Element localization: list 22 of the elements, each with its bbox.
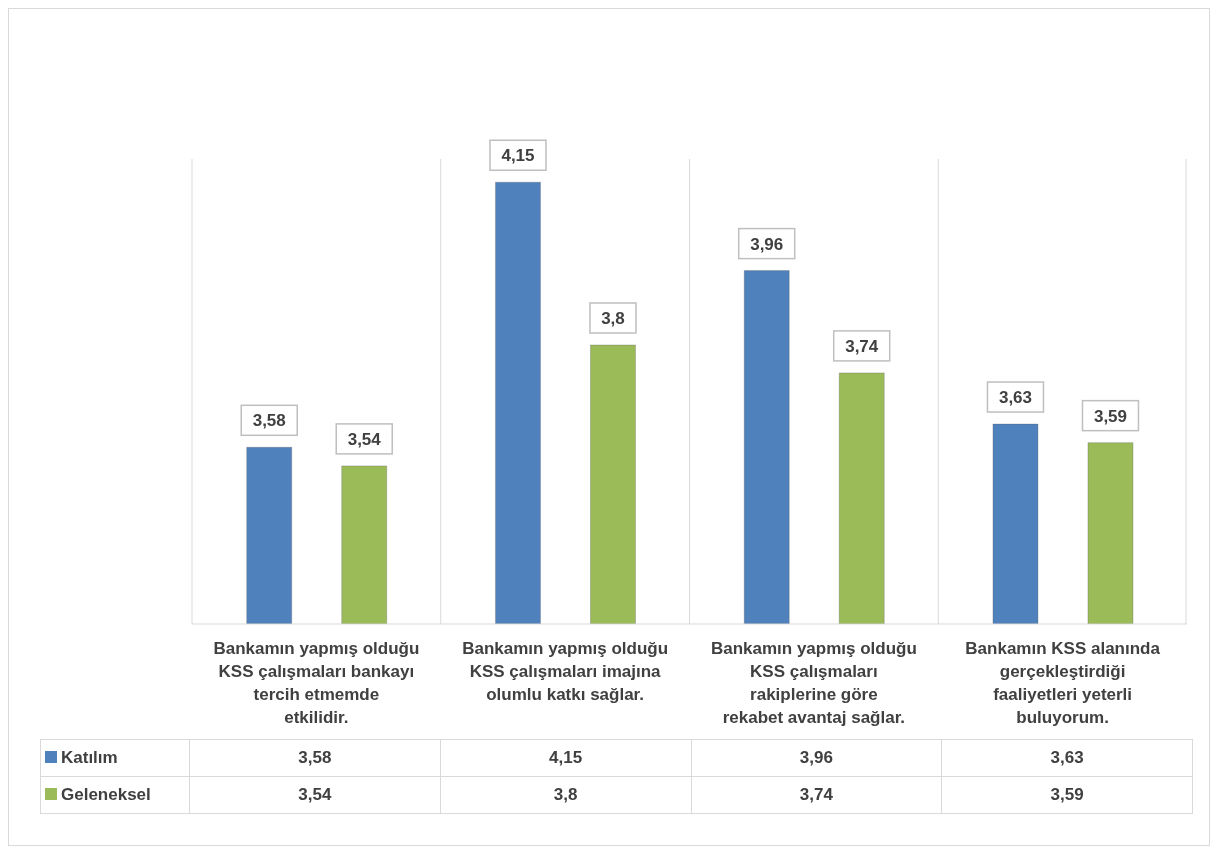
text: 4,15 <box>501 146 535 166</box>
data-label: 3,59 <box>941 776 1193 814</box>
x-tick-label: Bankamın yapmış olduğu KSS çalışmaları bankayı tercih etmemde etkilidir. <box>213 639 420 727</box>
text: 3,63 <box>998 388 1033 408</box>
legend-label: Katılım <box>40 739 190 777</box>
data-label: 3,96 <box>691 739 942 777</box>
data-label: 3,63 <box>941 739 1193 777</box>
x-tick-label: Bankamın yapmış olduğu KSS çalışmaları imajına olumlu katkı sağlar. <box>462 639 669 704</box>
data-label: 3,58 <box>189 739 441 777</box>
text: 3,96 <box>750 234 784 254</box>
text: 3,54 <box>347 429 381 449</box>
text: 3,8 <box>601 309 625 328</box>
data-label: 3,74 <box>691 776 942 814</box>
x-tick-label: Bankamın yapmış olduğu KSS çalışmaları rakiplerine göre rekabet avantaj sağlar. <box>710 639 917 727</box>
data-label: 3,54 <box>189 776 441 814</box>
text: 3,74 <box>845 336 879 356</box>
legend-label: Geleneksel <box>40 776 190 814</box>
data-label: 3,8 <box>440 776 691 814</box>
text: 3,59 <box>1093 406 1128 426</box>
x-tick-label: Bankamın KSS alanında gerçekleştirdiği faaliyetleri yeterli buluyorum. <box>965 639 1161 727</box>
text: 3,58 <box>252 411 286 431</box>
data-label: 4,15 <box>440 739 691 777</box>
